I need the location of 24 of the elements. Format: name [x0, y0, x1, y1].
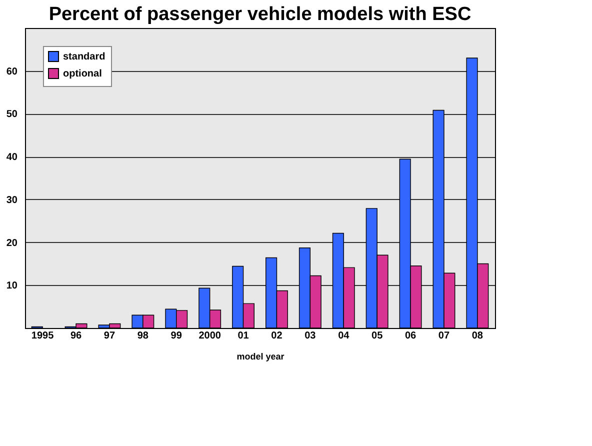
- x-tick-label: 97: [104, 330, 116, 342]
- x-tick-label: 05: [372, 330, 384, 342]
- chart-title: Percent of passenger vehicle models with ESC: [48, 4, 472, 25]
- x-tick-label: 08: [472, 330, 484, 342]
- legend-label: standard: [63, 52, 106, 62]
- x-axis-title: model year: [236, 352, 285, 362]
- y-tick-label: 10: [6, 280, 18, 292]
- x-tick-label: 02: [271, 330, 283, 342]
- y-tick-label: 60: [6, 66, 18, 78]
- y-tick-label: 30: [6, 194, 18, 206]
- x-tick-label: 01: [238, 330, 250, 342]
- x-tick-label: 99: [170, 330, 182, 342]
- x-tick-label: 98: [137, 330, 149, 342]
- y-tick-label: 40: [6, 152, 18, 164]
- x-tick-label: 96: [70, 330, 82, 342]
- y-tick-label: 50: [6, 109, 18, 120]
- x-tick-label: 1995: [31, 330, 54, 342]
- x-tick-label: 07: [438, 330, 450, 342]
- x-tick-label: 04: [338, 330, 350, 342]
- legend-label: optional: [63, 68, 102, 80]
- x-tick-label: 06: [404, 330, 417, 342]
- x-tick-label: 2000: [198, 330, 222, 342]
- x-tick-label: 03: [304, 330, 316, 342]
- y-tick-label: 20: [6, 238, 18, 249]
